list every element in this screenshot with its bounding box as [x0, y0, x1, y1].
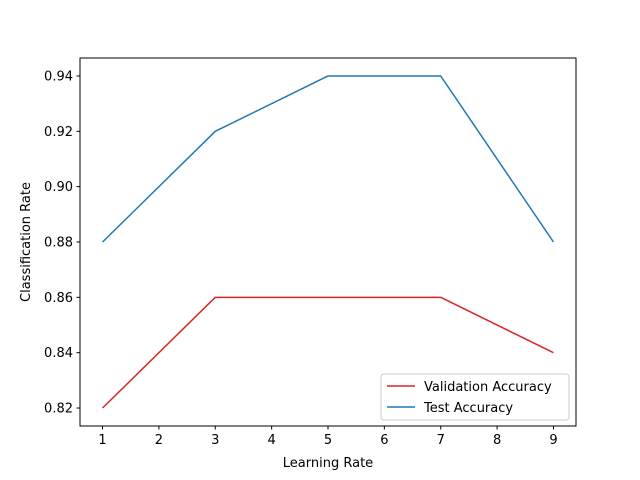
x-tick-label: 4: [267, 433, 275, 448]
y-tick-label: 0.92: [44, 125, 73, 140]
series-layer: [102, 75, 555, 409]
x-tick-label: 8: [493, 433, 501, 448]
legend: Validation Accuracy Test Accuracy: [380, 373, 570, 421]
legend-box: [380, 373, 570, 421]
y-tick-label: 0.86: [44, 291, 73, 306]
legend-label: Test Accuracy: [423, 401, 513, 416]
y-tick-label: 0.88: [44, 236, 73, 251]
x-axis-ticks: 1 2 3 4 5 6 7 8 9: [98, 426, 558, 448]
series-line-validation-accuracy: [102, 296, 554, 409]
series-line-test-accuracy: [102, 75, 555, 243]
legend-label: Validation Accuracy: [424, 380, 552, 395]
y-tick-label: 0.84: [44, 346, 73, 361]
x-tick-label: 7: [437, 433, 445, 448]
y-tick-label: 0.82: [44, 402, 73, 417]
y-tick-label: 0.94: [44, 69, 73, 84]
x-tick-label: 6: [380, 433, 388, 448]
y-tick-label: 0.90: [44, 180, 73, 195]
x-axis-label: Learning Rate: [283, 456, 373, 471]
y-axis-label: Classification Rate: [19, 182, 34, 302]
x-tick-label: 2: [155, 433, 163, 448]
x-tick-label: 3: [211, 433, 219, 448]
x-tick-label: 9: [549, 433, 557, 448]
y-axis-ticks: 0.82 0.84 0.86 0.88 0.90 0.92 0.94: [44, 69, 80, 417]
x-tick-label: 5: [324, 433, 332, 448]
x-tick-label: 1: [98, 433, 106, 448]
